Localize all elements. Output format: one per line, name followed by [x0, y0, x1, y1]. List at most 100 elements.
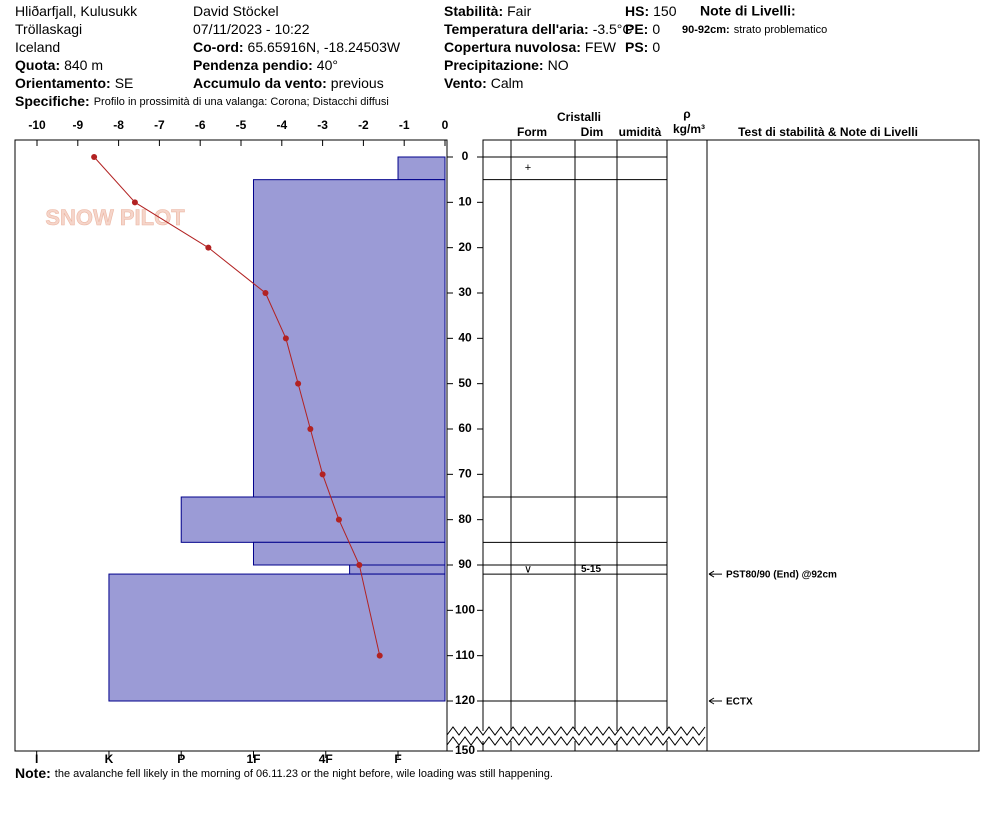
depth-tick-label: 20 [458, 240, 472, 254]
depth-tick-label: 50 [458, 376, 472, 390]
field: 07/11/2023 - 10:22 [193, 21, 310, 37]
field-value: NO [548, 57, 569, 73]
field: Pendenza pendio: 40° [193, 57, 338, 73]
hardness-tick-label: K [105, 752, 114, 766]
hardness-tick-label: P [177, 752, 185, 766]
field-label: PS: [625, 39, 648, 55]
field-label: Specifiche: [15, 93, 90, 109]
field: Iceland [15, 39, 60, 55]
hardness-layer [397, 156, 446, 181]
field-label: Temperatura dell'aria: [444, 21, 589, 37]
right-frame [482, 139, 980, 752]
depth-tick-label: 110 [455, 648, 475, 662]
grain-size: 5-15 [581, 564, 601, 575]
temp-tick-label: -3 [317, 118, 328, 132]
field: Temperatura dell'aria: -3.5°C [444, 21, 633, 37]
field: Copertura nuvolosa: FEW [444, 39, 617, 55]
field-label: 90-92cm: [682, 24, 730, 36]
field-value: the avalanche fell likely in the morning… [55, 768, 553, 780]
column-header: Test di stabilità & Note di Livelli [738, 125, 918, 139]
field: Vento: Calm [444, 75, 523, 91]
field: Precipitazione: NO [444, 57, 569, 73]
specifics: Specifiche: Profilo in prossimità di una … [15, 93, 389, 109]
field: HS: 150 [625, 3, 677, 19]
depth-tick-label: 150 [455, 743, 475, 757]
temperature-point [356, 562, 363, 568]
note: Note: the avalanche fell likely in the mo… [15, 765, 553, 781]
hardness-layer [349, 564, 446, 575]
temperature-point [295, 380, 302, 387]
hardness-tick-label: 1F [246, 752, 260, 766]
temperature-point [335, 516, 342, 523]
test-marker [708, 570, 722, 578]
temp-tick-label: -6 [195, 118, 206, 132]
field: David Stöckel [193, 3, 279, 19]
depth-tick-label: 0 [462, 149, 469, 163]
axis-break [446, 726, 706, 736]
depth-tick-label: 30 [458, 285, 472, 299]
field-value: Profilo in prossimità di una valanga: Co… [94, 96, 389, 108]
field-value: David Stöckel [193, 3, 279, 19]
depth-tick-label: 60 [458, 421, 472, 435]
field-label: Orientamento: [15, 75, 111, 91]
axis-break [446, 736, 706, 746]
watermark: SNOW PILOT [45, 205, 185, 230]
field-value: Hliðarfjall, Kulusukk [15, 3, 138, 19]
depth-tick-label: 90 [458, 557, 472, 571]
temperature-point [282, 335, 289, 342]
field: Co-ord: 65.65916N, -18.24503W [193, 39, 401, 55]
field-value: Fair [507, 3, 531, 19]
temperature-point [205, 244, 212, 251]
depth-tick-label: 100 [455, 603, 475, 617]
grain-form: + [525, 162, 531, 174]
field-value: previous [331, 75, 384, 91]
test-label: ECTX [726, 697, 753, 708]
temperature-point [262, 290, 269, 296]
hardness-layer [108, 573, 446, 702]
field-value: 0 [652, 21, 660, 37]
field: Hliðarfjall, Kulusukk [15, 3, 138, 19]
field: Tröllaskagi [15, 21, 82, 37]
temperature-point [376, 652, 383, 659]
depth-tick-label: 70 [458, 467, 472, 481]
depth-tick-label: 10 [458, 195, 472, 209]
field-label: Stabilità: [444, 3, 503, 19]
temp-tick-label: -5 [236, 118, 247, 132]
column-header: ρ [683, 107, 690, 121]
field-label: PE: [625, 21, 648, 37]
field: Accumulo da vento: previous [193, 75, 384, 91]
field-label: Quota: [15, 57, 60, 73]
field-value: Tröllaskagi [15, 21, 82, 37]
field-value: SE [115, 75, 134, 91]
field-value: Iceland [15, 39, 60, 55]
temp-tick-label: -9 [72, 118, 83, 132]
layer-notes-title: Note di Livelli: [700, 3, 796, 19]
temp-tick-label: -7 [154, 118, 165, 132]
break-gap [448, 731, 706, 741]
temp-tick-label: -8 [113, 118, 124, 132]
left-frame [14, 139, 448, 752]
temperature-point [91, 154, 98, 160]
field: PE: 0 [625, 21, 660, 37]
depth-tick-label: 80 [458, 512, 472, 526]
hardness-tick-label: I [35, 752, 38, 766]
grain-form: ∨ [524, 563, 532, 575]
test-label: PST80/90 (End) @92cm [726, 570, 837, 581]
temp-tick-label: 0 [442, 118, 449, 132]
field: Stabilità: Fair [444, 3, 532, 19]
field-value: strato problematico [734, 24, 828, 36]
field-label: Copertura nuvolosa: [444, 39, 581, 55]
hardness-tick-label: 4F [319, 752, 333, 766]
temp-tick-label: -1 [399, 118, 410, 132]
hardness-tick-label: F [394, 752, 401, 766]
temperature-point [131, 199, 138, 206]
field: Orientamento: SE [15, 75, 133, 91]
temperature-point [319, 471, 326, 478]
field-value: 150 [653, 3, 677, 19]
layer-note: 90-92cm: strato problematico [682, 24, 827, 36]
hardness-layer [252, 541, 446, 566]
field-label: Co-ord: [193, 39, 244, 55]
field-value: -3.5°C [593, 21, 633, 37]
field-label: Vento: [444, 75, 487, 91]
